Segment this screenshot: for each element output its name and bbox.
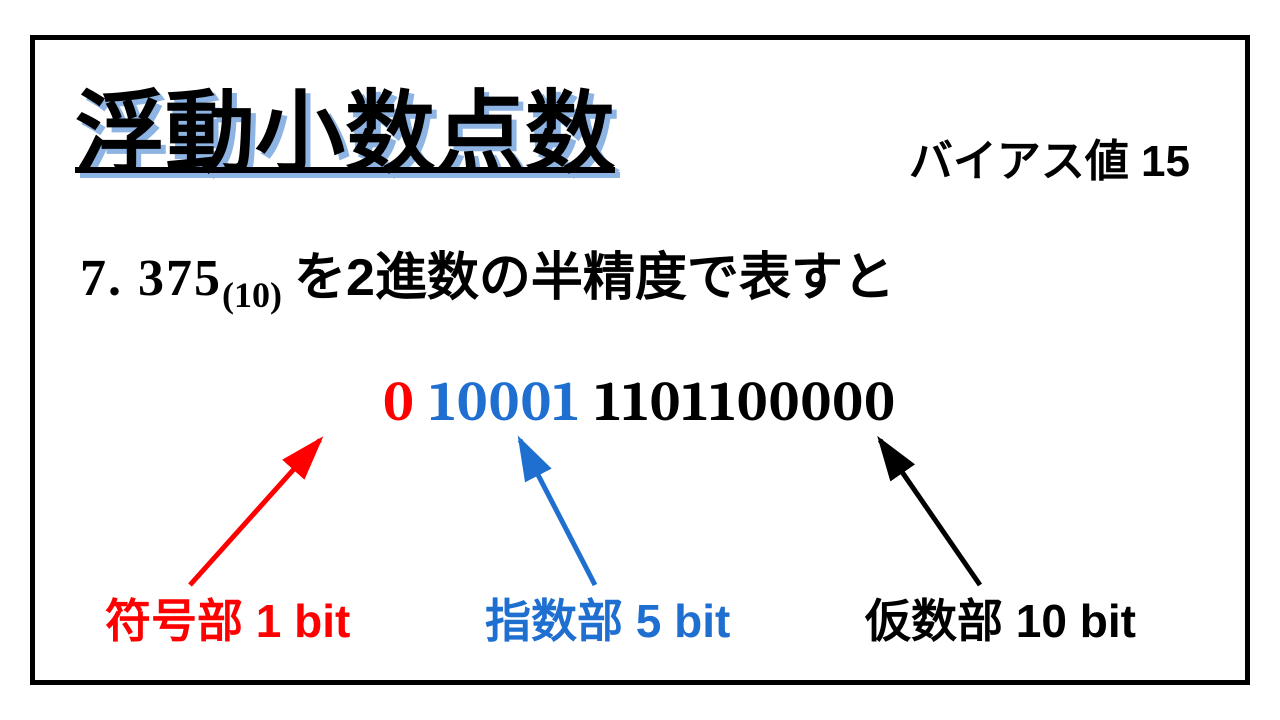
bias-label: バイアス値 15 — [909, 125, 1190, 189]
arrow-mantissa — [880, 440, 980, 585]
mantissa-label: 仮数部 10 bit — [865, 585, 1136, 651]
diagram-frame: 浮動小数点数 浮動小数点数 バイアス値 15 7. 375 (10) を2進数の… — [30, 35, 1250, 685]
bit-representation: 0 10001 1101100000 — [35, 370, 1245, 434]
mantissa-bits: 1101100000 — [595, 370, 897, 434]
decimal-number: 7. 375 — [80, 249, 222, 308]
title-block: 浮動小数点数 浮動小数点数 — [75, 60, 615, 190]
description-text: を2進数の半精度で表すと — [294, 235, 895, 310]
exponent-label: 指数部 5 bit — [485, 585, 730, 651]
exponent-bits: 10001 — [430, 370, 581, 434]
arrow-sign — [190, 440, 320, 585]
description: 7. 375 (10) を2進数の半精度で表すと — [80, 235, 895, 310]
base-subscript: (10) — [222, 274, 282, 316]
sign-label: 符号部 1 bit — [105, 585, 350, 651]
sign-bit: 0 — [383, 370, 415, 434]
arrow-exponent — [520, 440, 595, 585]
title: 浮動小数点数 — [75, 60, 615, 190]
